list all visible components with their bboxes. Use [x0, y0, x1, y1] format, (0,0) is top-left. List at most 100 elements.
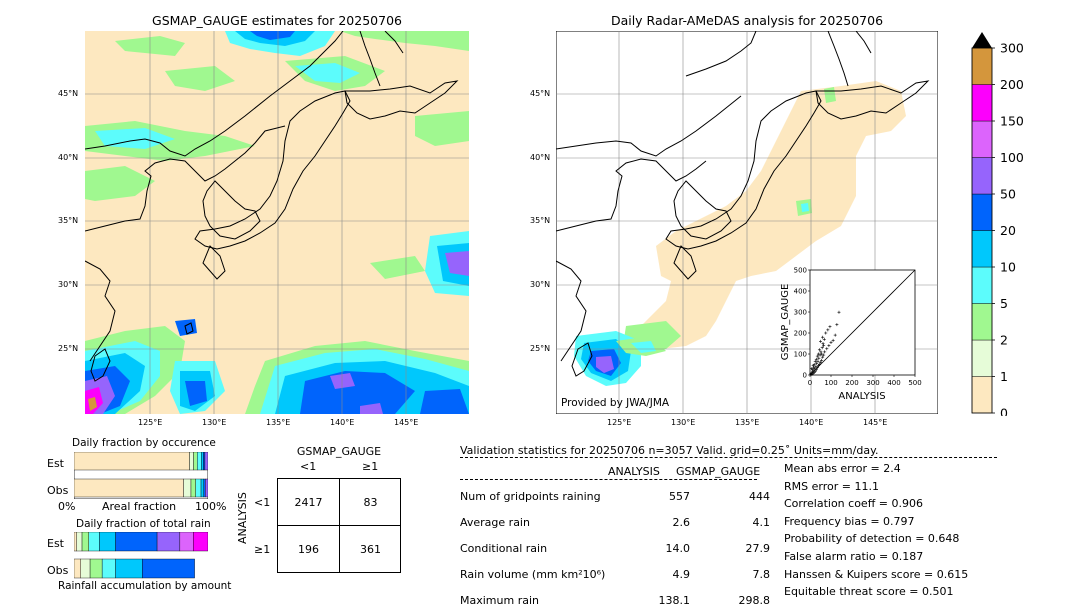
validation-score: Probability of detection = 0.648 — [784, 532, 960, 546]
colorbar-segment — [971, 230, 993, 268]
validation-row: Conditional rain 14.0 27.9 — [460, 535, 770, 561]
scatter-point — [835, 323, 839, 327]
validation-col-analysis: ANALYSIS — [608, 465, 660, 478]
scatter-point — [826, 328, 830, 332]
scatter-xtick-label: 400 — [887, 379, 900, 387]
scatter-point — [820, 346, 824, 350]
fraction-segment — [179, 531, 194, 552]
scatter-point — [820, 352, 824, 356]
radar-coverage — [636, 81, 906, 351]
right-lat-label-45: 45°N — [530, 89, 551, 98]
fraction-segment — [200, 478, 204, 498]
scatter-point — [823, 350, 827, 354]
right-lat-label-25: 25°N — [530, 344, 551, 353]
scatter-ytick-label: 200 — [794, 330, 807, 338]
validation-row-gsmap: 298.8 — [738, 593, 771, 607]
validation-row-analysis: 2.6 — [672, 515, 691, 529]
scatter-xtick-label: 0 — [808, 379, 812, 387]
right-lat-label-30: 30°N — [530, 280, 551, 289]
left-lon-label-125: 125°E — [138, 418, 163, 427]
validation-header: Validation statistics for 20250706 n=305… — [460, 444, 879, 457]
right-map-title: Daily Radar-AMeDAS analysis for 20250706 — [610, 13, 884, 28]
colorbar-tick-label: 200 — [1000, 77, 1024, 92]
contingency-grid: 2417 83 196 361 — [277, 478, 401, 573]
validation-row-label: Rain volume (mm km²10⁶) — [460, 567, 606, 581]
scatter-point — [815, 366, 819, 370]
contingency-cell-hits-none: 2417 — [294, 496, 323, 509]
scatter-points — [809, 310, 841, 377]
scatter-point — [837, 310, 841, 314]
scatter-point — [822, 337, 826, 341]
occ-est-bar — [73, 451, 209, 471]
occ-obs-bar — [73, 478, 209, 498]
scatter-ytick-label: 300 — [794, 309, 807, 317]
fraction-segment — [197, 451, 202, 471]
colorbar-segment — [971, 376, 993, 414]
fraction-segment — [193, 451, 198, 471]
colorbar-tick-label: 150 — [1000, 114, 1024, 129]
fraction-segment — [80, 558, 91, 579]
fraction-total-title: Daily fraction of total rain — [76, 518, 211, 530]
left-coastlines — [84, 30, 459, 382]
colorbar-tick-label: 50 — [1000, 187, 1016, 202]
scatter-xtick-label: 500 — [908, 379, 921, 387]
left-map-title: GSMAP_GAUGE estimates for 20250706 — [152, 13, 402, 28]
validation-row-gsmap: 4.1 — [752, 515, 771, 529]
fraction-segment — [204, 451, 209, 471]
contingency-cell-hit: 361 — [360, 543, 381, 556]
validation-row-analysis: 4.9 — [672, 567, 691, 581]
validation-row: Average rain 2.6 4.1 — [460, 509, 770, 535]
colorbar-tick-label: 5 — [1000, 296, 1008, 311]
scatter-point — [827, 344, 831, 348]
validation-divider — [460, 457, 997, 458]
contingency-header: GSMAP_GAUGE — [296, 445, 382, 458]
validation-row: Rain volume (mm km²10⁶) 4.9 7.8 — [460, 561, 770, 587]
left-lat-label-35: 35°N — [58, 216, 79, 225]
validation-row-gsmap: 444 — [749, 489, 770, 503]
fraction-segment — [115, 558, 143, 579]
scatter-xlabel: ANALYSIS — [838, 391, 885, 402]
fraction-segment — [89, 558, 103, 579]
total-est-label: Est — [47, 537, 64, 550]
fraction-segment — [205, 478, 209, 498]
validation-table-divider — [460, 479, 757, 480]
validation-row-label: Num of gridpoints raining — [460, 489, 601, 503]
scatter-point — [815, 361, 819, 365]
colorbar-segment — [971, 120, 993, 158]
fraction-segment — [156, 531, 181, 552]
left-lat-label-40: 40°N — [58, 153, 79, 162]
validation-row-gsmap: 27.9 — [745, 541, 771, 555]
validation-score: Correlation coeff = 0.906 — [784, 497, 923, 511]
fraction-segment — [189, 451, 194, 471]
right-lon-label-130: 130°E — [671, 418, 696, 427]
validation-score: RMS error = 11.1 — [784, 479, 879, 493]
fraction-segment — [88, 531, 100, 552]
contingency-cell-false-alarm: 83 — [363, 496, 378, 509]
radar-credit: Provided by JWA/JMA — [561, 397, 670, 409]
scatter-ytick-label: 400 — [794, 288, 807, 296]
validation-row-analysis: 557 — [669, 489, 690, 503]
colorbar-segment — [971, 193, 993, 231]
contingency-row-lt1: <1 — [254, 496, 271, 509]
scatter-inset: 0 100 200 300 400 500 0 100 200 300 400 500 ANALYS… — [770, 262, 930, 403]
fraction-segment — [142, 558, 195, 579]
validation-score: Hanssen & Kuipers score = 0.615 — [784, 567, 969, 581]
scatter-point — [833, 333, 837, 337]
scatter-point — [829, 340, 833, 344]
fraction-segment — [183, 478, 192, 498]
right-lon-label-125: 125°E — [607, 418, 632, 427]
colorbar-segment — [971, 339, 993, 377]
left-map — [84, 30, 469, 414]
scatter-point — [821, 342, 825, 345]
scatter-point — [821, 335, 825, 339]
right-lon-label-145: 145°E — [863, 418, 888, 427]
scatter-point — [812, 363, 816, 366]
scatter-point — [831, 338, 835, 342]
fraction-segment — [195, 478, 202, 498]
occ-est-label: Est — [47, 457, 64, 470]
colorbar-segment — [971, 157, 993, 195]
colorbar-tick-label: 20 — [1000, 223, 1016, 238]
fraction-segment — [201, 451, 204, 471]
total-obs-label: Obs — [47, 564, 69, 577]
scatter-point — [813, 359, 817, 363]
